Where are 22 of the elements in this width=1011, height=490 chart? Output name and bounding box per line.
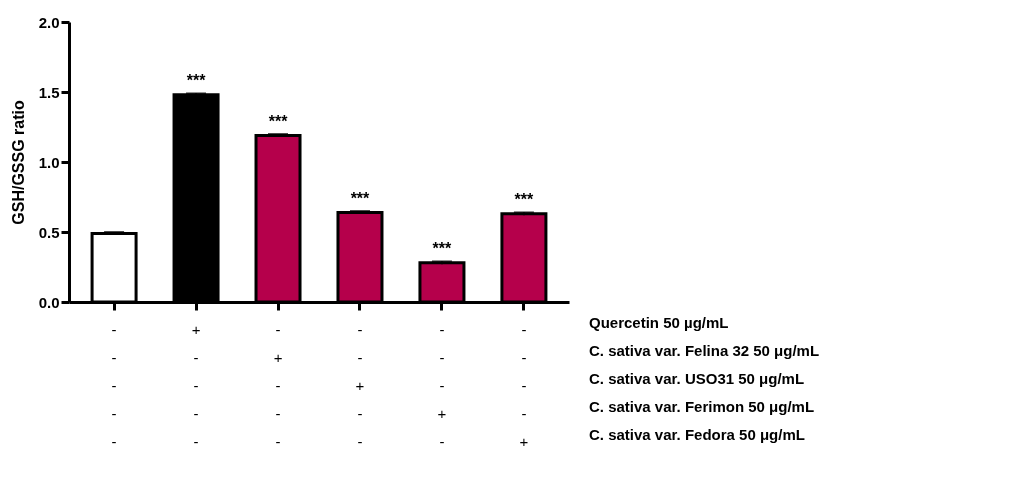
y-tick-label: 2.0 xyxy=(38,13,60,31)
text: C. sativa var. USO31 50 μg/mL xyxy=(589,370,805,387)
y-tick-label: 1.5 xyxy=(38,83,60,101)
text: C. sativa var. Felina 32 50 μg/mL xyxy=(589,342,820,359)
data-label: *** xyxy=(186,72,207,90)
y-tick-label: 0.0 xyxy=(38,293,60,311)
text: C. sativa var. Ferimon 50 μg/mL xyxy=(589,398,815,415)
data-label: *** xyxy=(350,190,371,207)
x-tick-label: + - - - - xyxy=(191,320,201,450)
text: C. sativa var. Fedora 50 μg/mL xyxy=(589,426,805,443)
y-tick-label: 0.5 xyxy=(38,223,60,241)
x-tick-label: - - - - + xyxy=(519,320,529,450)
data-label: *** xyxy=(268,113,289,130)
x-tick-label: - - - - - xyxy=(111,320,117,450)
data-label: *** xyxy=(514,191,535,209)
data-label: *** xyxy=(432,240,453,258)
y-axis-title: GSH/GSSG ratio xyxy=(9,100,27,225)
y-tick-label: 1.0 xyxy=(38,153,60,171)
x-tick-label: - + - - - xyxy=(273,320,283,450)
text: Quercetin 50 µg/mL xyxy=(589,314,729,331)
x-tick-label: - - - + - xyxy=(437,320,447,450)
x-tick-label: - - + - - xyxy=(355,320,365,450)
